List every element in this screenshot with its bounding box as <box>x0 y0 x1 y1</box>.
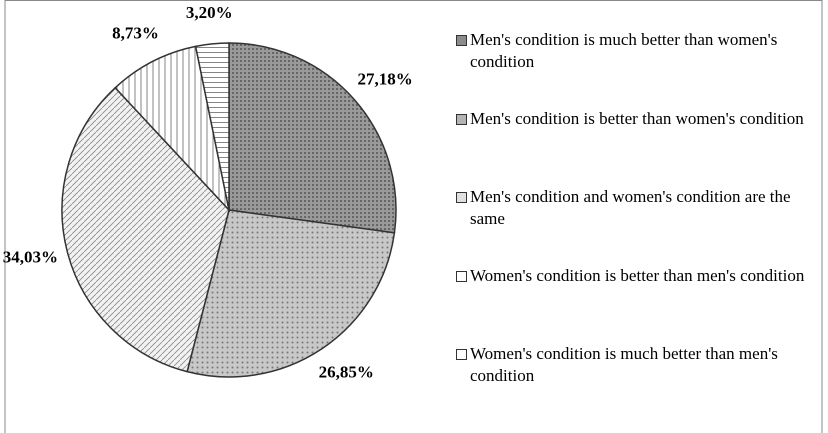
data-label: 8,73% <box>112 24 159 43</box>
data-label: 34,03% <box>3 247 58 266</box>
legend-label: Men's condition and women's condition ar… <box>470 187 791 228</box>
pie-slice <box>228 42 397 234</box>
legend-swatch <box>456 192 467 203</box>
data-label: 3,20% <box>186 3 233 22</box>
legend-label: Women's condition is much better than me… <box>470 344 778 385</box>
legend-label: Men's condition is much better than wome… <box>470 30 778 71</box>
legend-label: Men's condition is better than women's c… <box>470 108 804 128</box>
pie-slice <box>61 86 230 373</box>
chart-border <box>4 0 823 433</box>
data-label: 26,85% <box>319 363 374 382</box>
pie-slice <box>186 209 396 378</box>
legend-swatch <box>456 35 467 46</box>
data-label: 27,18% <box>358 69 413 88</box>
legend-swatch <box>456 113 467 125</box>
pie-slice <box>194 42 230 211</box>
legend-swatch <box>456 270 467 282</box>
legend-label: Women's condition is better than men's c… <box>470 265 805 285</box>
pie-slice <box>114 45 231 213</box>
legend-swatch <box>456 349 467 360</box>
